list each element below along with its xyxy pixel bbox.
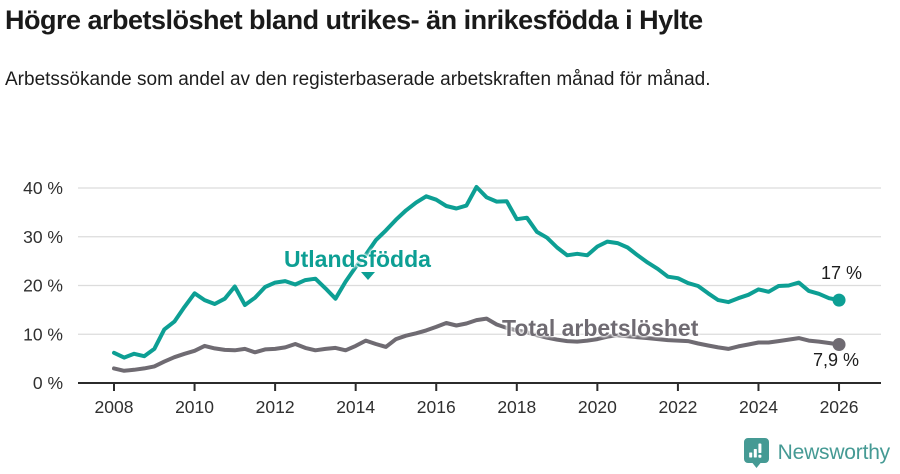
end-value-total: 7,9 % [813,350,860,370]
svg-text:2014: 2014 [336,397,375,417]
svg-text:40 %: 40 % [23,178,63,198]
series-line-0 [112,185,841,360]
svg-text:2008: 2008 [95,397,134,417]
series-end-dot-1 [832,337,846,351]
y-gridlines [78,187,881,335]
series-label-total: Total arbetslöshet [502,315,699,341]
footer-brand: Newsworthy [743,437,890,468]
end-value-utlandsfodda: 17 % [821,263,863,283]
series-line-1 [112,316,841,373]
svg-text:2022: 2022 [658,397,697,417]
svg-text:2016: 2016 [417,397,456,417]
svg-text:2020: 2020 [578,397,617,417]
series-end-dot-0 [832,293,846,307]
utlandsfodda-pointer-icon [361,272,375,280]
page-title: Högre arbetslöshet bland utrikes- än inr… [5,5,703,35]
series-label-utlandsfodda: Utlandsfödda [284,246,431,272]
svg-text:2012: 2012 [256,397,295,417]
svg-text:30 %: 30 % [23,227,63,247]
svg-text:20 %: 20 % [23,276,63,296]
svg-text:2026: 2026 [820,397,859,417]
x-tick-labels: 2008 2010 2012 2014 2016 2018 2020 2022 2024 2026 [95,397,859,417]
brand-name: Newsworthy [777,440,891,464]
newsworthy-logo-icon [743,438,769,468]
svg-text:0 %: 0 % [33,373,63,393]
svg-text:2010: 2010 [175,397,214,417]
svg-text:2018: 2018 [497,397,536,417]
x-tick-marks [113,383,841,391]
svg-text:10 %: 10 % [23,324,63,344]
page-subtitle: Arbetssökande som andel av den registerb… [5,69,711,90]
y-tick-labels: 0 % 10 % 20 % 30 % 40 % [23,178,63,393]
svg-text:2024: 2024 [739,397,778,417]
